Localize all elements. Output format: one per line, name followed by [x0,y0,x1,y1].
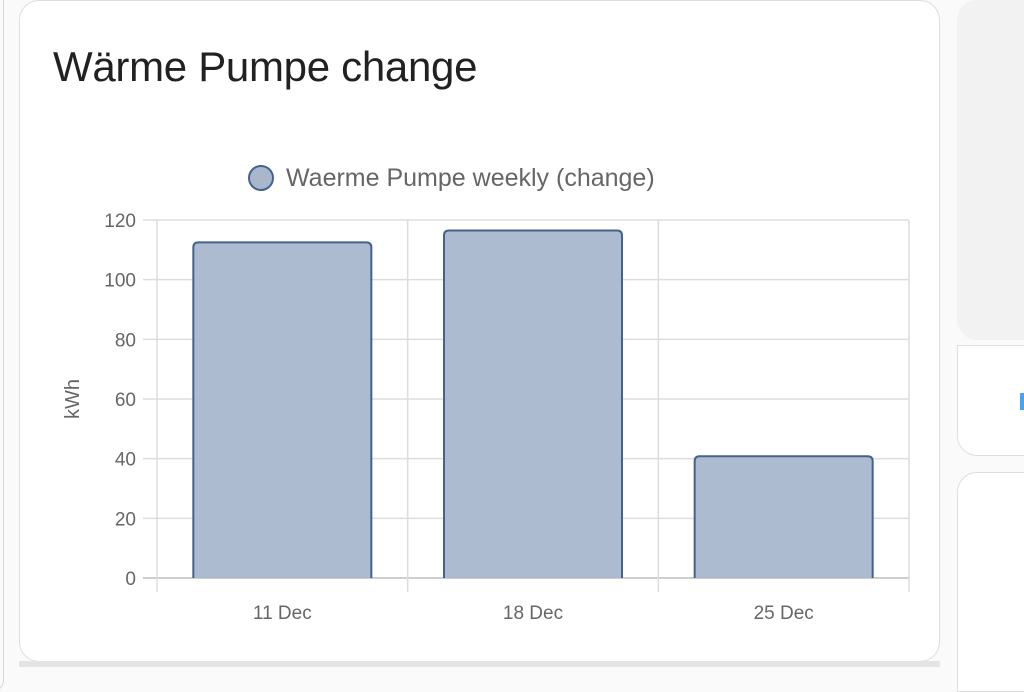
legend-label: Waerme Pumpe weekly (change) [286,163,655,192]
accent-indicator-icon [1020,393,1024,410]
y-axis-ticks: 0 20 40 60 80 100 120 [104,211,136,590]
y-tick-label: 100 [104,271,136,292]
bar[interactable] [693,455,874,578]
adjacent-card-right-bottom [957,472,1024,692]
y-tick-label: 0 [125,569,136,590]
y-tick-label: 120 [104,211,136,232]
bar[interactable] [192,241,373,578]
bar[interactable] [443,229,623,578]
chart-bars [192,229,874,578]
y-tick-label: 80 [115,330,136,351]
adjacent-card-right-mid [957,345,1024,456]
x-tick-label: 25 Dec [754,603,814,624]
legend-item[interactable]: Waerme Pumpe weekly (change) [248,160,655,196]
adjacent-card-right-top [957,0,1024,340]
y-tick-label: 60 [115,390,136,411]
y-tick-label: 20 [115,509,136,530]
x-axis-ticks: 11 Dec 18 Dec 25 Dec [253,603,814,624]
x-tick-label: 18 Dec [503,603,563,624]
y-axis-label: kWh [62,379,84,419]
y-tick-label: 40 [115,450,136,471]
card-title: Wärme Pumpe change [53,43,478,90]
bar-chart: 0 20 40 60 80 100 120 11 Dec 18 Dec 25 Dec kWh [62,211,910,624]
legend-swatch-icon [248,165,274,191]
x-tick-label: 11 Dec [253,603,312,624]
card-divider [19,661,940,667]
